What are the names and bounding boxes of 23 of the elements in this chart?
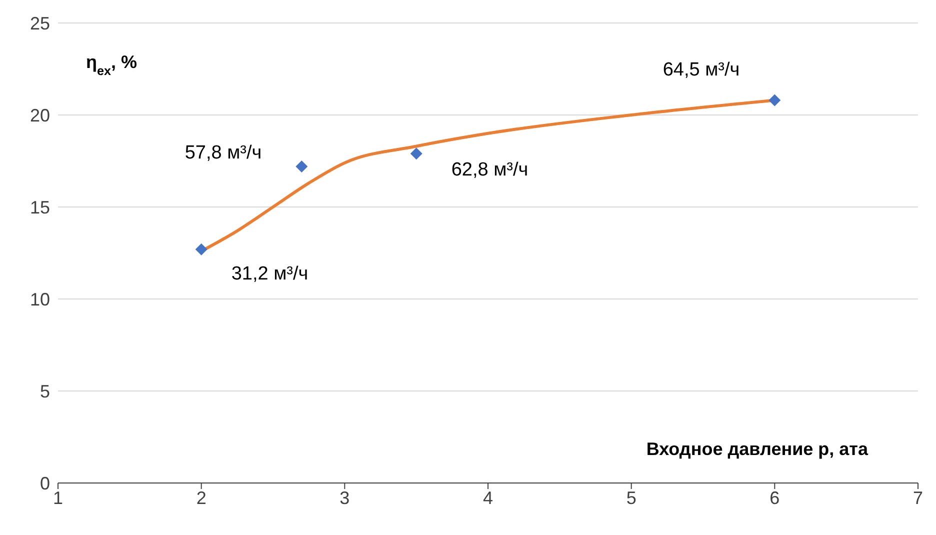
- y-tick-label: 10: [30, 289, 50, 310]
- x-axis-title: Входное давление p, ата: [646, 439, 869, 459]
- x-tick-label: 1: [52, 488, 64, 508]
- y-tick-label: 25: [30, 13, 50, 34]
- point: [296, 160, 308, 173]
- annotation: 64,5 м³/ч: [662, 59, 740, 80]
- x-tick-label: 5: [626, 488, 636, 508]
- y-tick-label: 5: [40, 381, 50, 402]
- annotation: 62,8 м³/ч: [451, 160, 528, 181]
- x-tick-label: 2: [196, 488, 206, 508]
- y-tick-label: 15: [30, 197, 50, 218]
- point: [195, 243, 208, 256]
- y-tick-label: 0: [40, 473, 50, 494]
- x-tick-label: 7: [912, 488, 924, 508]
- y-tick-label: 20: [30, 105, 50, 126]
- y-axis-title: η$_{ex}$, %: [86, 52, 138, 78]
- point: [410, 148, 422, 160]
- x-tick-label: 3: [340, 488, 350, 508]
- point: [768, 94, 781, 106]
- x-tick-label: 6: [770, 488, 780, 508]
- annotation: 57,8 м³/ч: [184, 142, 262, 164]
- annotation: 31,2 м³/ч: [231, 263, 308, 284]
- x-tick-label: 4: [482, 488, 494, 508]
